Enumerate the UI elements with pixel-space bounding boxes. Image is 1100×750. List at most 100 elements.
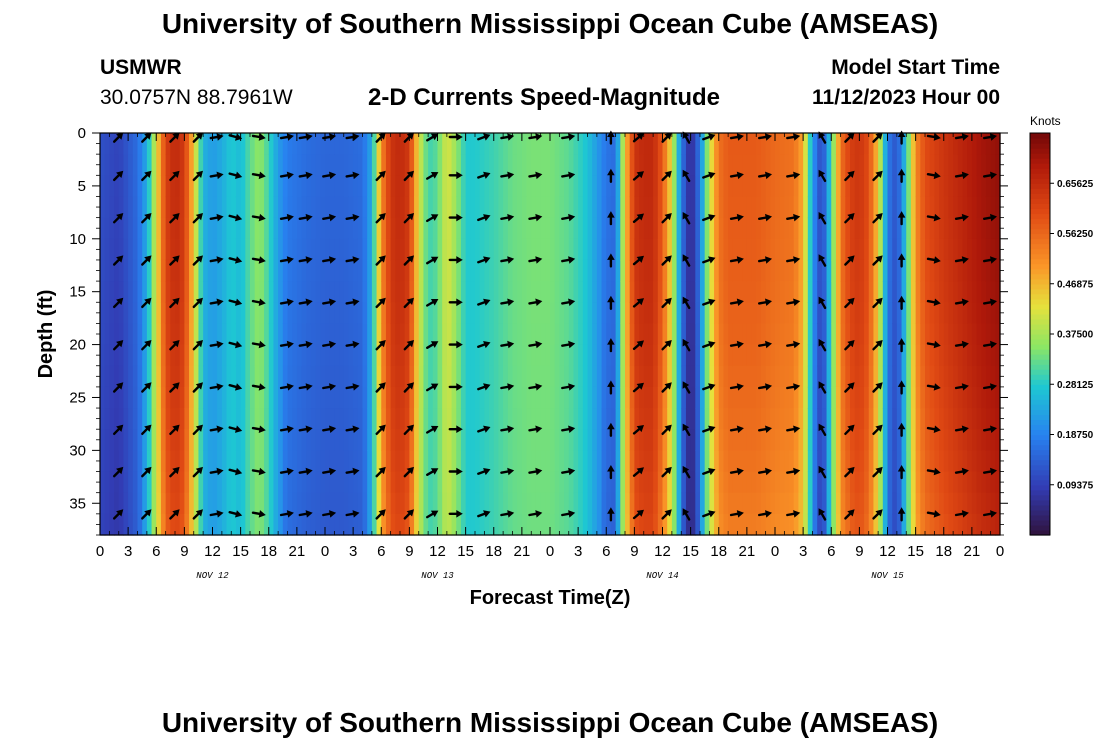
heatmap-cell bbox=[310, 492, 317, 515]
heatmap-cell bbox=[779, 408, 785, 430]
heatmap-cell bbox=[751, 281, 757, 303]
heatmap-cell bbox=[765, 408, 771, 430]
heatmap-cell bbox=[746, 175, 753, 198]
heatmap-cell bbox=[376, 196, 382, 219]
heatmap-cell bbox=[348, 281, 354, 303]
heatmap-cell bbox=[521, 154, 528, 176]
heatmap-cell bbox=[460, 259, 467, 282]
heatmap-cell bbox=[976, 492, 982, 515]
heatmap-cell bbox=[376, 471, 382, 494]
heatmap-cell bbox=[142, 386, 148, 409]
heatmap-cell bbox=[221, 450, 228, 473]
heatmap-cell bbox=[212, 154, 218, 176]
current-arrow bbox=[786, 171, 801, 180]
heatmap-cell bbox=[437, 450, 443, 473]
heatmap-cell bbox=[287, 154, 293, 176]
heatmap-cell bbox=[835, 281, 842, 303]
current-arrows bbox=[112, 130, 997, 522]
heatmap-cell bbox=[489, 323, 495, 346]
heatmap-cell bbox=[864, 133, 870, 155]
heatmap-cell bbox=[381, 492, 387, 515]
heatmap-cell bbox=[446, 259, 453, 282]
heatmap-cell bbox=[625, 259, 631, 282]
heatmap-cell bbox=[193, 471, 200, 494]
heatmap-cell bbox=[423, 323, 429, 346]
heatmap-cell bbox=[568, 408, 575, 430]
heatmap-cell bbox=[165, 154, 171, 176]
heatmap-cell bbox=[578, 450, 584, 473]
heatmap-cell bbox=[526, 302, 532, 325]
heatmap-cell bbox=[957, 450, 964, 473]
heatmap-cell bbox=[460, 386, 467, 409]
heatmap-cell bbox=[320, 344, 326, 367]
heatmap-cell bbox=[868, 323, 875, 346]
heatmap-cell bbox=[690, 365, 696, 388]
heatmap-cell bbox=[104, 154, 110, 176]
heatmap-cell bbox=[362, 238, 368, 261]
heatmap-cell bbox=[432, 175, 439, 198]
heatmap-cell bbox=[245, 365, 251, 388]
heatmap-cell bbox=[634, 217, 640, 240]
station-coordinates: 30.0757N 88.7961W bbox=[100, 86, 293, 109]
heatmap-cell bbox=[742, 133, 748, 155]
heatmap-cell bbox=[437, 471, 443, 494]
heatmap-cell bbox=[306, 281, 312, 303]
current-arrow bbox=[561, 256, 576, 264]
heatmap-cell bbox=[892, 175, 898, 198]
heatmap-cell bbox=[489, 450, 495, 473]
heatmap-cell bbox=[714, 133, 720, 155]
heatmap-cell bbox=[343, 408, 350, 430]
heatmap-cell bbox=[910, 408, 917, 430]
current-arrow bbox=[844, 509, 855, 520]
heatmap-cell bbox=[957, 323, 964, 346]
heatmap-cell bbox=[123, 154, 129, 176]
heatmap-cell bbox=[934, 323, 940, 346]
heatmap-cell bbox=[170, 386, 176, 409]
x-tick-label: 15 bbox=[457, 543, 474, 560]
heatmap-cell bbox=[381, 450, 387, 473]
heatmap-cell bbox=[343, 217, 350, 240]
heatmap-cell bbox=[821, 408, 828, 430]
heatmap-cell bbox=[423, 281, 429, 303]
heatmap-cell bbox=[189, 175, 195, 198]
heatmap-cell bbox=[690, 492, 696, 515]
heatmap-cell bbox=[156, 386, 162, 409]
heatmap-cell bbox=[812, 133, 818, 155]
heatmap-cell bbox=[779, 323, 785, 346]
heatmap-cell bbox=[826, 429, 832, 451]
heatmap-cell bbox=[610, 196, 617, 219]
heatmap-cell bbox=[821, 196, 828, 219]
heatmap-cell bbox=[751, 259, 757, 282]
model-start-value: 11/12/2023 Hour 00 bbox=[812, 86, 1000, 109]
heatmap-cell bbox=[789, 386, 795, 409]
heatmap-cell bbox=[920, 365, 926, 388]
heatmap-cell bbox=[789, 217, 795, 240]
heatmap-cell bbox=[775, 450, 781, 473]
heatmap-cell bbox=[460, 513, 467, 536]
current-arrow bbox=[251, 340, 266, 349]
heatmap-cell bbox=[170, 238, 176, 261]
heatmap-cell bbox=[845, 492, 851, 515]
heatmap-cell bbox=[779, 238, 785, 261]
heatmap-cell bbox=[784, 175, 790, 198]
heatmap-cell bbox=[948, 429, 954, 451]
heatmap-cell bbox=[428, 386, 434, 409]
heatmap-cell bbox=[545, 365, 551, 388]
heatmap-cell bbox=[704, 450, 710, 473]
heatmap-cell bbox=[550, 217, 556, 240]
heatmap-cell bbox=[151, 492, 157, 515]
current-arrow bbox=[298, 133, 313, 141]
heatmap-cell bbox=[985, 386, 992, 409]
heatmap-cell bbox=[835, 429, 842, 451]
heatmap-cell bbox=[939, 133, 945, 155]
heatmap-cell bbox=[325, 450, 331, 473]
heatmap-cell bbox=[137, 429, 143, 451]
heatmap-cell bbox=[990, 386, 996, 409]
heatmap-cell bbox=[348, 513, 354, 536]
heatmap-cell bbox=[981, 238, 987, 261]
heatmap-cell bbox=[409, 471, 415, 494]
heatmap-cell bbox=[620, 238, 626, 261]
heatmap-cell bbox=[718, 365, 725, 388]
heatmap-cell bbox=[676, 365, 682, 388]
heatmap-cell bbox=[465, 344, 471, 367]
